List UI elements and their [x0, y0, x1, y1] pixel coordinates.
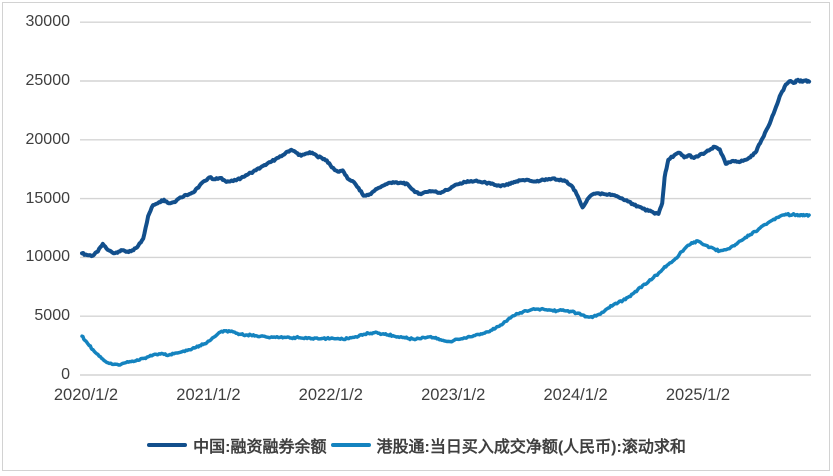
y-axis-tick-label: 15000 [25, 189, 71, 207]
margin-balance-line-swatch [147, 443, 188, 447]
legend-label-margin-balance: 中国:融资融券余额 [193, 439, 327, 456]
legend-item-margin-balance: 中国:融资融券余额 [147, 433, 327, 457]
margin-balance-line [80, 77, 812, 259]
y-axis-tick-label: 30000 [25, 13, 71, 31]
x-axis-tick-label: 2020/1/2 [53, 386, 119, 404]
y-axis-tick-label: 25000 [25, 72, 71, 89]
x-axis-tick-label: 2022/1/2 [298, 386, 363, 404]
legend-label-southbound-netbuy: 港股通:当日买入成交净额(人民币):滚动求和 [376, 439, 686, 456]
y-axis-tick-label: 0 [61, 366, 70, 383]
southbound-netbuy-line [80, 211, 811, 367]
legend-item-southbound-netbuy: 港股通:当日买入成交净额(人民币):滚动求和 [330, 433, 686, 457]
southbound-netbuy-line-swatch [330, 443, 371, 447]
x-axis-tick-label: 2023/1/2 [421, 386, 486, 404]
y-axis-tick-label: 5000 [34, 307, 70, 325]
y-axis-tick-label: 20000 [25, 130, 71, 148]
x-axis-tick-label: 2024/1/2 [543, 386, 608, 404]
x-axis-tick-label: 2021/1/2 [176, 386, 241, 404]
y-axis-tick-label: 10000 [25, 248, 71, 266]
chart-legend: 中国:融资融券余额 港股通:当日买入成交净额(人民币):滚动求和 [0, 433, 833, 457]
x-axis-tick-label: 2025/1/2 [665, 386, 731, 404]
